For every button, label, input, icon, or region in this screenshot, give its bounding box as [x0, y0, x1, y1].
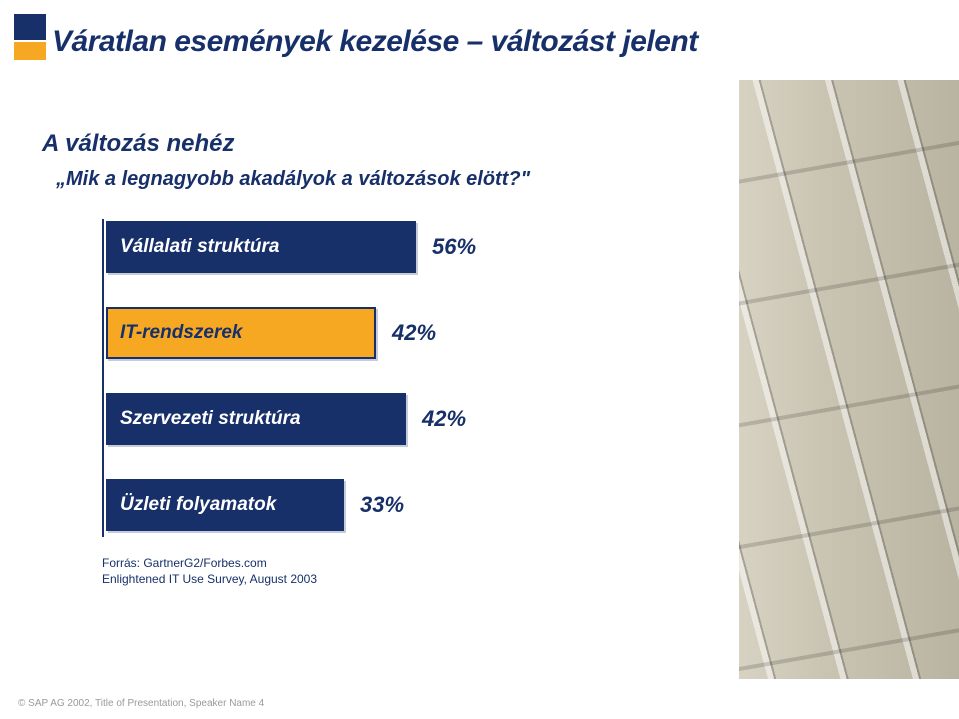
header-accent-blocks	[14, 14, 46, 60]
bar-label: Vállalati struktúra	[120, 236, 279, 258]
bar: Vállalati struktúra	[106, 221, 416, 273]
accent-block-orange	[14, 42, 46, 60]
bar-value: 42%	[392, 320, 436, 346]
bar-label: Szervezeti struktúra	[120, 408, 301, 430]
accent-block-blue	[14, 14, 46, 40]
decorative-hurdles-photo	[739, 80, 959, 679]
bar-value: 42%	[422, 406, 466, 432]
bar-row: Szervezeti struktúra 42%	[106, 391, 466, 447]
bar-chart: Vállalati struktúra56%IT-rendszerek42%Sz…	[102, 219, 662, 537]
bar-value: 56%	[432, 234, 476, 260]
slide-footer: © SAP AG 2002, Title of Presentation, Sp…	[18, 698, 264, 709]
footer-text: © SAP AG 2002, Title of Presentation, Sp…	[18, 698, 264, 709]
bar-label: IT-rendszerek	[120, 322, 243, 344]
bar: Üzleti folyamatok	[106, 479, 344, 531]
bar-label: Üzleti folyamatok	[120, 494, 276, 516]
bar-row: IT-rendszerek 42%	[106, 305, 436, 361]
chart-y-axis	[102, 219, 104, 537]
bar-value: 33%	[360, 492, 404, 518]
bar: Szervezeti struktúra	[106, 393, 406, 445]
bar-row: Üzleti folyamatok 33%	[106, 477, 404, 533]
slide-title: Váratlan események kezelése – változást …	[52, 26, 698, 58]
slide-header: Váratlan események kezelése – változást …	[0, 0, 959, 60]
bar-row: Vállalati struktúra 56%	[106, 219, 476, 275]
bar: IT-rendszerek	[106, 307, 376, 359]
